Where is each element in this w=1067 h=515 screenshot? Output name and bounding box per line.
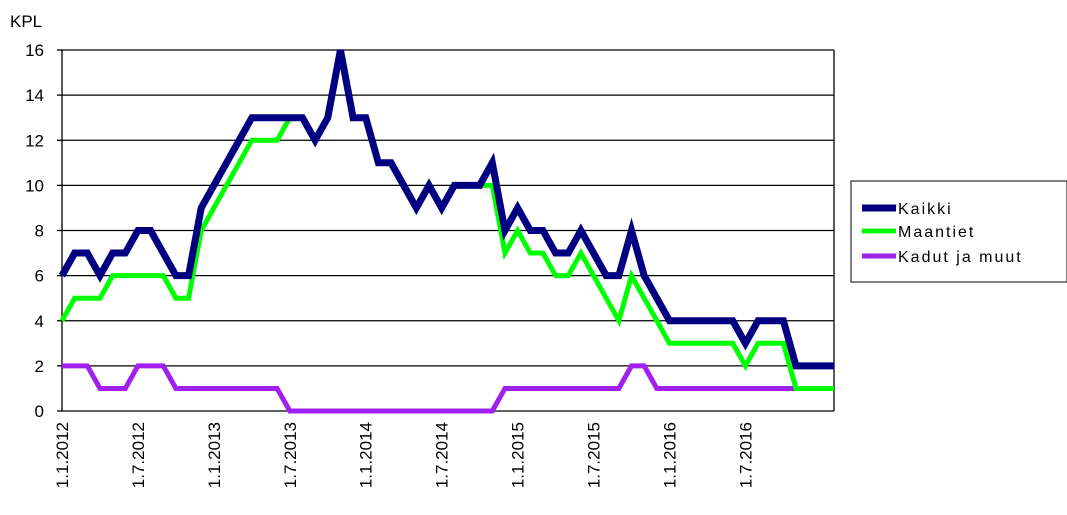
y-tick-label: 12 <box>25 131 44 150</box>
y-tick-label: 8 <box>35 222 44 241</box>
x-tick-labels: 1.1.2012 1.7.2012 1.1.2013 1.7.2013 1.1.2014… <box>53 422 755 488</box>
y-tick-label: 14 <box>25 86 44 105</box>
legend-item-kaikki: Kaikki <box>862 201 953 218</box>
x-tick-label: 1.7.2014 <box>433 422 452 488</box>
y-tick-label: 4 <box>35 312 44 331</box>
legend: Kaikki Maantiet Kadut ja muut <box>850 180 1067 283</box>
x-tick-label: 1.1.2014 <box>357 422 376 488</box>
series-lines <box>58 49 834 414</box>
x-tick-label: 1.1.2012 <box>53 422 72 488</box>
y-tick-label: 16 <box>25 41 44 60</box>
x-tick-label: 1.7.2016 <box>736 422 755 488</box>
y-tick-label: 0 <box>35 402 44 421</box>
y-tick-label: 2 <box>35 357 44 376</box>
y-tick-label: 6 <box>35 267 44 286</box>
series-line-kadut-ja-muut <box>62 363 834 414</box>
legend-item-kadut-ja-muut: Kadut ja muut <box>862 249 1023 266</box>
x-tick-label: 1.1.2015 <box>509 422 528 488</box>
y-axis-label: KPL <box>10 12 42 31</box>
legend-item-maantiet: Maantiet <box>862 224 975 241</box>
x-tick-label: 1.1.2013 <box>205 422 224 488</box>
series-line-kaikki <box>58 49 834 370</box>
legend-label: Maantiet <box>898 224 975 241</box>
y-tick-labels: 0 2 4 6 8 10 12 14 16 <box>25 41 44 421</box>
x-tick-label: 1.1.2016 <box>660 422 679 488</box>
y-tick-label: 10 <box>25 176 44 195</box>
legend-label: Kadut ja muut <box>898 249 1023 266</box>
x-tick-label: 1.7.2015 <box>585 422 604 488</box>
x-tick-label: 1.7.2013 <box>281 422 300 488</box>
legend-label: Kaikki <box>898 201 953 218</box>
series-line-maantiet <box>59 49 834 391</box>
x-tick-label: 1.7.2012 <box>129 422 148 488</box>
